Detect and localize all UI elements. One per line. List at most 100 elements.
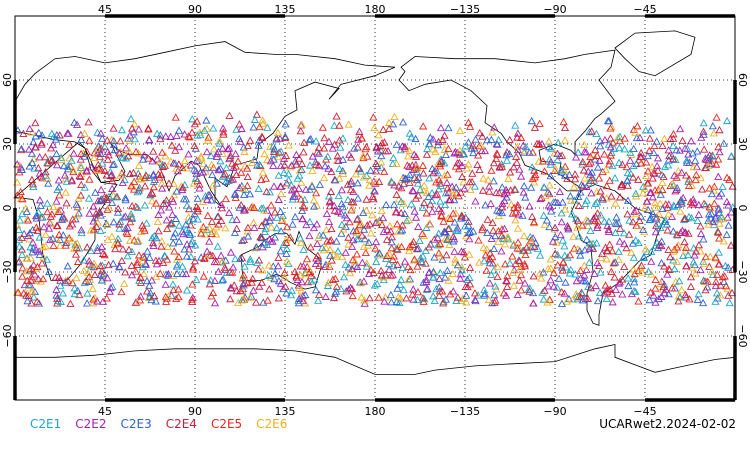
- occultation-marker: [34, 128, 43, 137]
- occultation-marker: [238, 287, 247, 295]
- occultation-marker: [63, 129, 72, 137]
- occultation-marker: [601, 165, 610, 174]
- occultation-marker: [276, 182, 286, 190]
- occultation-marker: [18, 194, 27, 203]
- occultation-marker: [162, 216, 171, 224]
- occultation-marker: [606, 285, 615, 293]
- occultation-marker: [337, 209, 346, 217]
- occultation-marker: [382, 200, 391, 208]
- occultation-marker: [409, 187, 418, 195]
- occultation-marker: [149, 170, 158, 178]
- occultation-marker: [539, 183, 549, 191]
- occultation-marker: [528, 163, 537, 171]
- occultation-marker: [314, 161, 324, 170]
- occultation-marker: [218, 275, 228, 283]
- occultation-marker: [155, 173, 164, 181]
- occultation-marker: [276, 246, 285, 255]
- occultation-marker: [502, 185, 511, 194]
- occultation-marker: [281, 133, 290, 141]
- occultation-marker: [92, 222, 101, 230]
- occultation-marker: [562, 297, 571, 305]
- occultation-marker: [16, 187, 25, 196]
- occultation-marker: [145, 253, 154, 261]
- occultation-marker: [410, 207, 419, 215]
- occultation-marker: [294, 184, 303, 192]
- occultation-marker: [25, 162, 34, 170]
- occultation-marker: [191, 166, 200, 175]
- occultation-marker: [699, 127, 708, 135]
- occultation-marker: [444, 276, 453, 284]
- occultation-marker: [724, 291, 733, 299]
- occultation-marker: [206, 276, 215, 284]
- occultation-marker: [430, 253, 439, 261]
- occultation-marker: [418, 203, 427, 211]
- occultation-marker: [344, 240, 353, 248]
- occultation-marker: [296, 195, 306, 203]
- occultation-marker: [580, 261, 589, 269]
- occultation-marker: [109, 124, 118, 132]
- occultation-marker: [83, 289, 92, 297]
- occultation-marker: [313, 239, 322, 248]
- occultation-marker: [75, 244, 84, 252]
- occultation-marker: [600, 150, 609, 158]
- occultation-marker: [687, 136, 696, 145]
- occultation-marker: [420, 181, 429, 189]
- occultation-marker: [614, 247, 623, 255]
- occultation-marker: [370, 187, 379, 195]
- occultation-marker: [343, 180, 352, 188]
- occultation-marker: [602, 255, 611, 263]
- occultation-marker: [596, 211, 605, 219]
- occultation-marker: [712, 289, 722, 297]
- occultation-marker: [249, 218, 258, 226]
- occultation-marker: [240, 262, 249, 270]
- y-tick-label-left: −60: [1, 324, 14, 347]
- occultation-marker: [555, 187, 564, 195]
- occultation-marker: [357, 278, 366, 287]
- occultation-marker: [312, 189, 321, 197]
- occultation-marker: [43, 207, 52, 216]
- occultation-marker: [450, 247, 459, 255]
- occultation-marker: [415, 236, 424, 244]
- y-tick-label-right: 30: [736, 137, 749, 151]
- occultation-marker: [163, 255, 172, 263]
- occultation-marker: [203, 136, 212, 144]
- occultation-marker: [568, 210, 577, 218]
- occultation-marker: [456, 270, 465, 278]
- occultation-marker: [502, 291, 511, 299]
- occultation-marker: [203, 247, 212, 255]
- occultation-marker: [41, 167, 50, 176]
- occultation-marker: [375, 177, 384, 186]
- occultation-marker: [380, 167, 389, 175]
- occultation-marker: [85, 136, 94, 144]
- occultation-marker: [337, 186, 346, 194]
- occultation-marker: [690, 251, 699, 259]
- occultation-marker: [44, 224, 54, 232]
- occultation-marker: [269, 161, 278, 169]
- occultation-marker: [179, 230, 188, 238]
- occultation-marker: [453, 226, 462, 235]
- occultation-marker: [208, 227, 218, 235]
- occultation-marker: [156, 131, 165, 139]
- occultation-marker: [377, 220, 387, 229]
- occultation-marker: [113, 238, 122, 246]
- occultation-marker: [669, 130, 678, 138]
- occultation-marker: [492, 139, 501, 148]
- occultation-marker: [42, 255, 51, 263]
- occultation-marker: [80, 152, 89, 160]
- occultation-marker: [161, 132, 170, 140]
- occultation-marker: [313, 148, 322, 156]
- occultation-marker: [543, 298, 552, 306]
- occultation-marker: [475, 128, 484, 137]
- occultation-marker: [121, 268, 130, 276]
- occultation-marker: [68, 220, 77, 228]
- occultation-marker: [694, 210, 703, 218]
- occultation-marker: [608, 138, 618, 146]
- occultation-marker: [185, 230, 195, 239]
- occultation-marker: [469, 148, 478, 157]
- occultation-marker: [272, 213, 282, 221]
- occultation-marker: [21, 204, 30, 212]
- occultation-marker: [216, 164, 225, 172]
- occultation-marker: [138, 262, 147, 271]
- occultation-marker: [37, 140, 46, 148]
- occultation-marker: [305, 161, 315, 169]
